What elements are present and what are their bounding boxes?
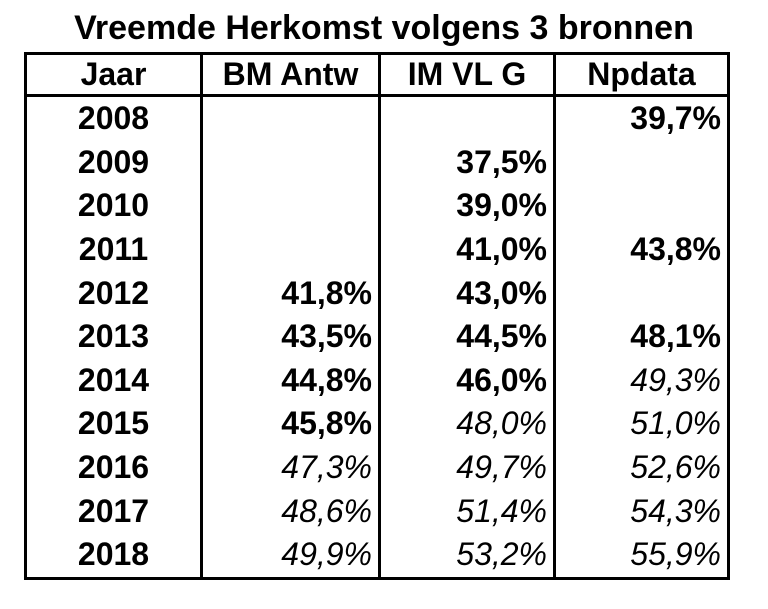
value-cell: 55,9% — [553, 532, 729, 579]
value-cell — [378, 95, 555, 141]
value-cell: 47,3% — [200, 445, 380, 490]
data-table: Jaar BM Antw IM VL G Npdata 2008 39,7% 200… — [24, 52, 730, 580]
value-cell: 49,7% — [378, 445, 555, 490]
table-row: 2008 39,7% — [26, 95, 729, 141]
value-cell: 52,6% — [553, 445, 729, 490]
year-cell: 2014 — [77, 361, 150, 398]
table-body: 2008 39,7% 2009 37,5% 2010 39,0% 2011 41,0% 43,8… — [26, 95, 729, 579]
header-row: Jaar BM Antw IM VL G Npdata — [25, 53, 729, 97]
value-cell — [200, 140, 380, 185]
table-row: 2012 41,8% 43,0% — [26, 271, 729, 315]
table-row: 2009 37,5% — [26, 140, 729, 185]
value-cell: 44,8% — [200, 358, 380, 403]
year-cell: 2010 — [77, 187, 150, 224]
table-row: 2016 47,3% 49,7% 52,6% — [26, 445, 729, 490]
value-cell: 48,0% — [378, 402, 555, 446]
column-header-jaar: Jaar — [25, 53, 202, 97]
year-cell: 2011 — [78, 231, 149, 268]
value-cell: 37,5% — [378, 140, 555, 185]
value-cell: 43,5% — [200, 314, 380, 359]
year-cell: 2012 — [77, 274, 150, 311]
value-cell — [200, 227, 380, 272]
year-cell: 2008 — [77, 100, 150, 137]
column-header-bm-antw: BM Antw — [200, 53, 380, 97]
value-cell — [200, 184, 380, 228]
value-cell: 48,6% — [200, 489, 380, 533]
year-cell: 2013 — [77, 318, 150, 355]
value-cell: 46,0% — [378, 358, 555, 403]
value-cell: 49,3% — [553, 358, 729, 403]
value-cell: 45,8% — [200, 402, 380, 446]
value-cell: 39,0% — [378, 184, 555, 228]
table-row: 2018 49,9% 53,2% 55,9% — [26, 532, 729, 579]
table-row: 2014 44,8% 46,0% 49,3% — [26, 358, 729, 403]
table-row: 2013 43,5% 44,5% 48,1% — [26, 314, 729, 359]
table-row: 2017 48,6% 51,4% 54,3% — [26, 489, 729, 533]
value-cell — [553, 271, 729, 315]
value-cell: 53,2% — [378, 532, 555, 579]
table-row: 2010 39,0% — [26, 184, 729, 228]
year-cell: 2015 — [77, 405, 150, 442]
value-cell: 51,4% — [378, 489, 555, 533]
value-cell: 41,8% — [200, 271, 380, 315]
value-cell: 54,3% — [553, 489, 729, 533]
value-cell: 49,9% — [200, 532, 380, 579]
value-cell: 51,0% — [553, 402, 729, 446]
table-row: 2011 41,0% 43,8% — [26, 227, 729, 272]
value-cell: 39,7% — [553, 95, 729, 141]
year-cell: 2017 — [77, 492, 150, 529]
value-cell — [200, 95, 380, 141]
column-header-im-vl-g: IM VL G — [378, 53, 555, 97]
year-cell: 2018 — [77, 536, 150, 573]
column-header-npdata: Npdata — [553, 53, 729, 97]
value-cell — [553, 140, 729, 185]
year-cell: 2016 — [77, 449, 150, 486]
value-cell — [553, 184, 729, 228]
value-cell: 48,1% — [553, 314, 729, 359]
page-title: Vreemde Herkomst volgens 3 bronnen — [74, 9, 694, 47]
year-cell: 2009 — [77, 143, 150, 180]
table-row: 2015 45,8% 48,0% 51,0% — [26, 402, 729, 446]
value-cell: 44,5% — [378, 314, 555, 359]
value-cell: 43,8% — [553, 227, 729, 272]
value-cell: 43,0% — [378, 271, 555, 315]
value-cell: 41,0% — [378, 227, 555, 272]
